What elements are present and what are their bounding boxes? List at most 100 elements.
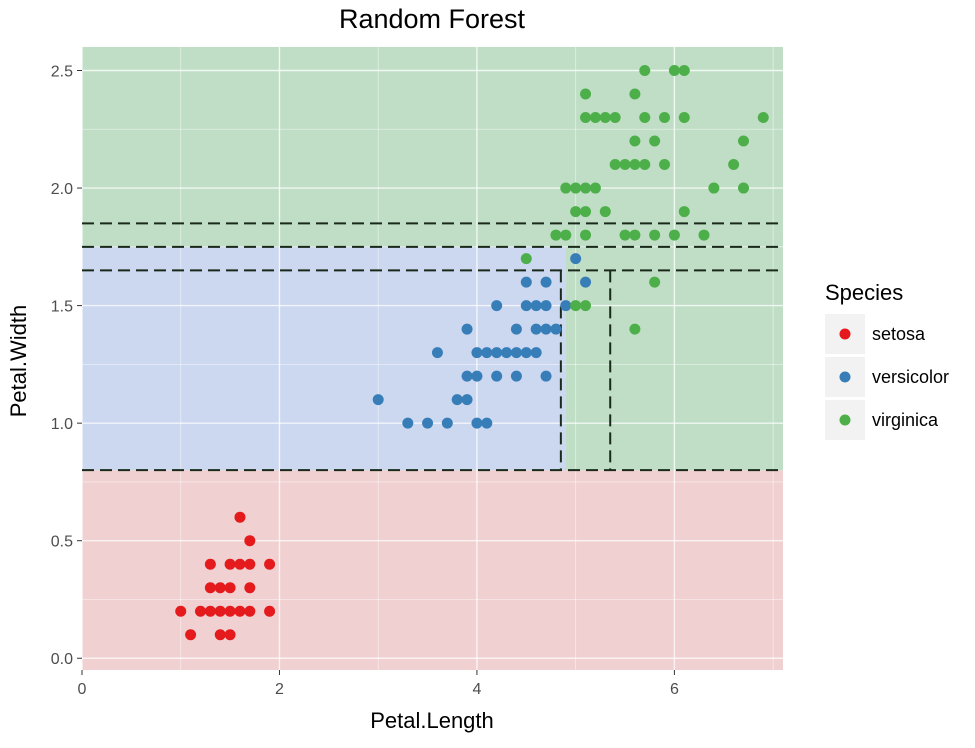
plot-area: 0 2 4 6 0.0 0.5 1.0 1.5 2.0 2.5 bbox=[51, 47, 783, 698]
data-point-virginica bbox=[629, 159, 641, 171]
data-point-versicolor bbox=[481, 417, 493, 429]
data-point-setosa bbox=[224, 582, 236, 594]
data-point-virginica bbox=[629, 135, 641, 147]
legend: Species setosa versicolor virginica bbox=[825, 280, 949, 440]
data-point-versicolor bbox=[510, 347, 522, 359]
data-point-versicolor bbox=[491, 300, 503, 312]
data-point-setosa bbox=[244, 582, 256, 594]
data-point-versicolor bbox=[372, 394, 384, 406]
data-point-virginica bbox=[560, 182, 572, 194]
decision-region-setosa-0 bbox=[82, 470, 783, 670]
data-point-virginica bbox=[757, 112, 769, 124]
data-point-virginica bbox=[668, 229, 680, 241]
data-point-virginica bbox=[570, 300, 582, 312]
data-point-setosa bbox=[214, 605, 226, 617]
data-point-versicolor bbox=[550, 323, 562, 335]
data-point-virginica bbox=[570, 182, 582, 194]
y-tick-label: 1.5 bbox=[51, 299, 73, 316]
data-point-versicolor bbox=[471, 347, 483, 359]
y-axis-title: Petal.Width bbox=[6, 305, 31, 418]
data-point-virginica bbox=[560, 229, 572, 241]
data-point-versicolor bbox=[431, 347, 443, 359]
data-point-setosa bbox=[175, 605, 187, 617]
data-point-versicolor bbox=[540, 300, 552, 312]
data-point-versicolor bbox=[520, 276, 532, 288]
data-point-virginica bbox=[649, 229, 661, 241]
x-tick-label: 4 bbox=[472, 681, 481, 698]
data-point-versicolor bbox=[441, 417, 453, 429]
y-tick-label: 1.0 bbox=[51, 416, 73, 433]
legend-title: Species bbox=[825, 280, 903, 305]
data-point-setosa bbox=[234, 558, 246, 570]
data-point-setosa bbox=[264, 605, 276, 617]
legend-label-versicolor: versicolor bbox=[872, 367, 949, 387]
data-point-virginica bbox=[659, 159, 671, 171]
decision-region-virginica-3 bbox=[82, 47, 783, 247]
data-point-virginica bbox=[678, 65, 690, 77]
decision-region-versicolor-1 bbox=[82, 246, 566, 471]
x-tick-label: 6 bbox=[670, 681, 679, 698]
data-point-versicolor bbox=[530, 323, 542, 335]
data-point-versicolor bbox=[510, 323, 522, 335]
legend-key-setosa bbox=[839, 328, 851, 340]
data-point-virginica bbox=[668, 65, 680, 77]
data-point-setosa bbox=[224, 629, 236, 641]
data-point-virginica bbox=[619, 159, 631, 171]
data-point-versicolor bbox=[481, 347, 493, 359]
data-point-virginica bbox=[599, 206, 611, 218]
data-point-versicolor bbox=[540, 323, 552, 335]
data-point-versicolor bbox=[461, 394, 473, 406]
data-point-virginica bbox=[639, 112, 651, 124]
data-point-versicolor bbox=[491, 370, 503, 382]
data-point-setosa bbox=[214, 582, 226, 594]
data-point-virginica bbox=[629, 229, 641, 241]
data-point-virginica bbox=[580, 206, 592, 218]
data-point-versicolor bbox=[570, 253, 582, 265]
chart-title: Random Forest bbox=[339, 4, 526, 34]
data-point-virginica bbox=[698, 229, 710, 241]
data-point-virginica bbox=[589, 112, 601, 124]
data-point-virginica bbox=[599, 112, 611, 124]
data-point-virginica bbox=[520, 253, 532, 265]
data-point-setosa bbox=[224, 605, 236, 617]
data-point-versicolor bbox=[540, 370, 552, 382]
data-point-setosa bbox=[244, 535, 256, 547]
data-point-virginica bbox=[619, 229, 631, 241]
data-point-virginica bbox=[580, 88, 592, 100]
data-point-virginica bbox=[649, 276, 661, 288]
data-point-versicolor bbox=[560, 300, 572, 312]
y-tick-label: 2.5 bbox=[51, 64, 73, 81]
data-point-setosa bbox=[264, 558, 276, 570]
legend-key-versicolor bbox=[839, 371, 851, 383]
data-point-virginica bbox=[589, 182, 601, 194]
legend-label-virginica: virginica bbox=[872, 410, 939, 430]
data-point-virginica bbox=[678, 206, 690, 218]
data-point-versicolor bbox=[461, 370, 473, 382]
data-point-setosa bbox=[234, 511, 246, 523]
data-point-virginica bbox=[708, 182, 720, 194]
data-point-virginica bbox=[639, 65, 651, 77]
data-point-setosa bbox=[244, 605, 256, 617]
data-point-setosa bbox=[214, 629, 226, 641]
data-point-versicolor bbox=[540, 276, 552, 288]
data-point-setosa bbox=[204, 605, 216, 617]
data-point-versicolor bbox=[461, 323, 473, 335]
data-point-setosa bbox=[234, 605, 246, 617]
data-point-virginica bbox=[580, 112, 592, 124]
data-point-versicolor bbox=[422, 417, 434, 429]
y-tick-label: 0.0 bbox=[51, 651, 73, 668]
data-point-virginica bbox=[580, 229, 592, 241]
y-tick-label: 0.5 bbox=[51, 534, 73, 551]
data-point-virginica bbox=[629, 88, 641, 100]
data-point-setosa bbox=[244, 558, 256, 570]
data-point-versicolor bbox=[471, 370, 483, 382]
x-tick-label: 2 bbox=[275, 681, 284, 698]
data-point-virginica bbox=[738, 182, 750, 194]
data-point-versicolor bbox=[520, 300, 532, 312]
legend-label-setosa: setosa bbox=[872, 324, 926, 344]
data-point-versicolor bbox=[530, 300, 542, 312]
legend-key-virginica bbox=[839, 414, 851, 426]
data-point-versicolor bbox=[510, 370, 522, 382]
